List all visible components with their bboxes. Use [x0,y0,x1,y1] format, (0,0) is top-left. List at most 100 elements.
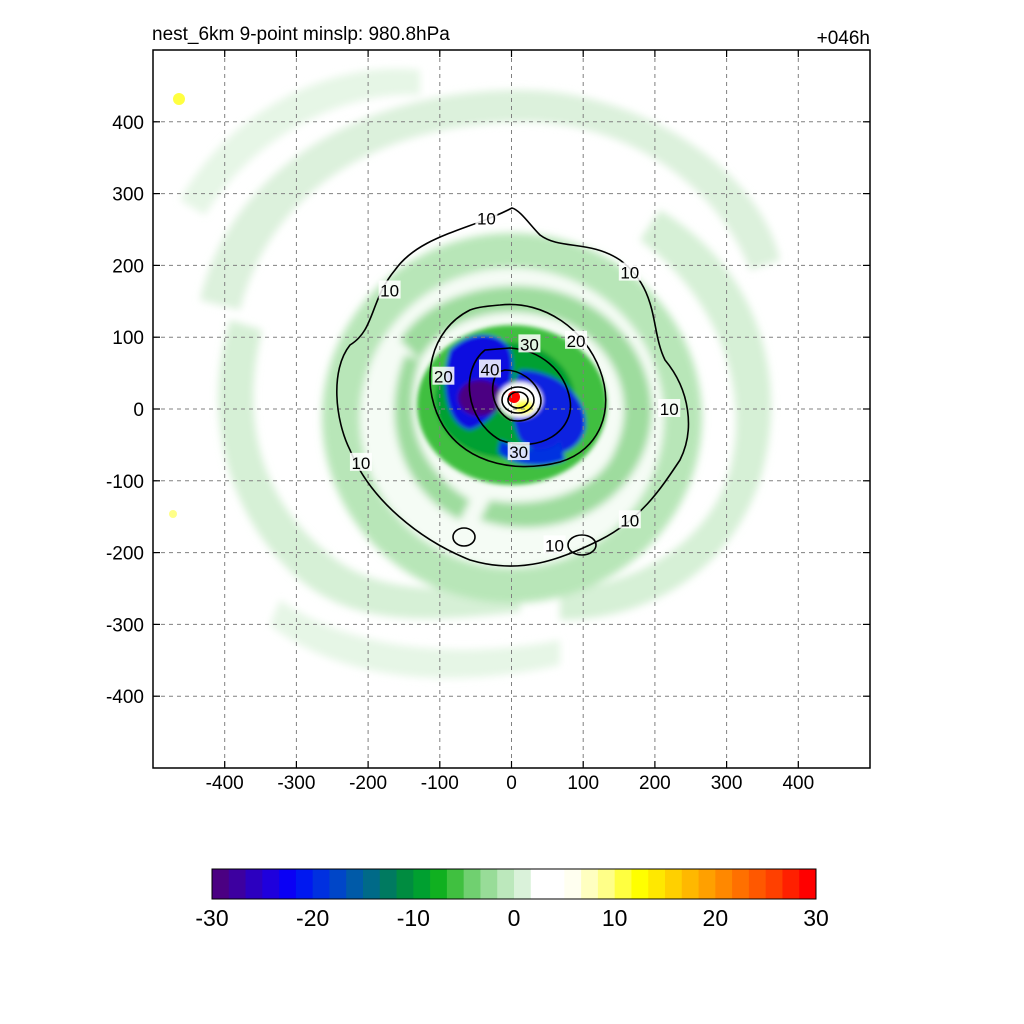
contour-50 [501,386,535,414]
colorbar-segment [329,869,347,899]
contour-labels: 10 10 10 10 10 10 10 20 20 30 30 40 [349,208,681,555]
plot-title: nest_6km 9-point minslp: 980.8hPa [152,24,450,45]
colorbar-tick-label: -10 [397,905,430,931]
colorbar [212,869,817,899]
yellow-spot-west [169,510,177,518]
x-tick-label: -200 [349,773,387,794]
x-tick-label: 0 [506,773,517,794]
colorbar-segment [245,869,263,899]
colorbar-segment [732,869,750,899]
colorbar-segment [262,869,280,899]
x-tick-label: -400 [206,773,244,794]
contour-label-bg [565,330,588,349]
colorbar-segment [430,869,448,899]
y-tick-label: -200 [106,544,144,565]
colorbar-tick-label: 10 [602,905,628,931]
colorbar-segment [715,869,733,899]
contour-label: 30 [520,335,539,354]
outer-rainband-northwest [180,68,420,215]
y-tick-label: -300 [106,615,144,636]
y-tick-label: -400 [106,687,144,708]
contour-label: 40 [481,361,500,380]
contour-label-bg [618,510,641,529]
contour-small-south [452,527,476,547]
colorbar-segment [228,869,247,899]
colorbar-segment [665,869,683,899]
colorbar-tick-label: -20 [296,905,329,931]
y-tick-label: 300 [112,185,144,206]
contour-small-southeast [567,534,597,556]
contour-label-bg [658,399,681,417]
colorbar-segment [530,869,549,899]
contour-label-bg [475,208,498,227]
contour-label: 20 [567,332,586,351]
colorbar-segment [463,869,481,899]
x-tick-label: 300 [711,773,743,794]
colorbar-segment [748,869,767,899]
colorbar-segment [312,869,330,899]
contour-label-bg [518,334,541,353]
contour-label: 10 [620,511,639,530]
colorbar-segment [514,869,532,899]
contour-40 [491,369,542,422]
y-tick-label: 0 [133,400,144,421]
outer-rainband-east [560,210,772,620]
colorbar-segment [597,869,616,899]
contour-label: 10 [620,264,639,283]
colorbar-segment [379,869,398,899]
core-purple [458,380,502,416]
colorbar-segment [564,869,582,899]
contour-label-bg [618,262,641,281]
y-tick-label: -100 [106,472,144,493]
y-tick-label: 200 [112,256,144,277]
colorbar-segment [212,869,230,899]
x-tick-label: 100 [567,773,599,794]
colorbar-segment [480,869,498,899]
colorbar-tick-label: 30 [803,905,829,931]
contour-label: 10 [545,536,564,555]
colorbar-segment [547,869,565,899]
x-axis: -400 -300 -200 -100 0 100 200 300 400 [206,50,814,794]
colorbar-segment [782,869,800,899]
colorbar-segment [681,869,700,899]
contour-label: 10 [351,454,370,473]
contour-20 [429,303,607,468]
colorbar-segment [413,869,431,899]
colorbar-segment [363,869,381,899]
outer-rainband-south [270,600,560,678]
y-tick-label: 400 [112,113,144,134]
colorbar-segment [396,869,414,899]
colorbar-segment [497,869,515,899]
contour-10 [336,207,690,567]
colorbar-segment [631,869,649,899]
colorbar-tick-label: -30 [195,905,228,931]
contour-label-bg [349,452,372,471]
colorbar-segment [446,869,465,899]
contour-label-bg [543,535,566,554]
contour-label: 10 [380,282,399,301]
inner-spiral-green-west [394,355,470,520]
colorbar-segment [614,869,632,899]
contour-label: 20 [434,368,453,387]
colorbar-segment [698,869,716,899]
contour-label-bg [432,366,455,385]
x-tick-label: -300 [277,773,315,794]
colorbar-segment [765,869,783,899]
colorbar-segment [581,869,599,899]
contour-label: 30 [509,443,528,462]
colorbar-segment [346,869,364,899]
x-tick-label: -100 [421,773,459,794]
outer-rainband-west [218,320,520,619]
colorbar-tick-label: 0 [508,905,521,931]
colorbar-segment [295,869,314,899]
colorbar-frame [211,868,817,900]
colorbar-tick-label: 20 [703,905,729,931]
contour-label: 10 [477,210,496,229]
colorbar-segment [279,869,297,899]
contours [336,207,690,567]
y-tick-label: 100 [112,328,144,349]
colorbar-segment [799,869,817,899]
x-tick-label: 200 [639,773,671,794]
contour-label: 10 [660,400,679,419]
